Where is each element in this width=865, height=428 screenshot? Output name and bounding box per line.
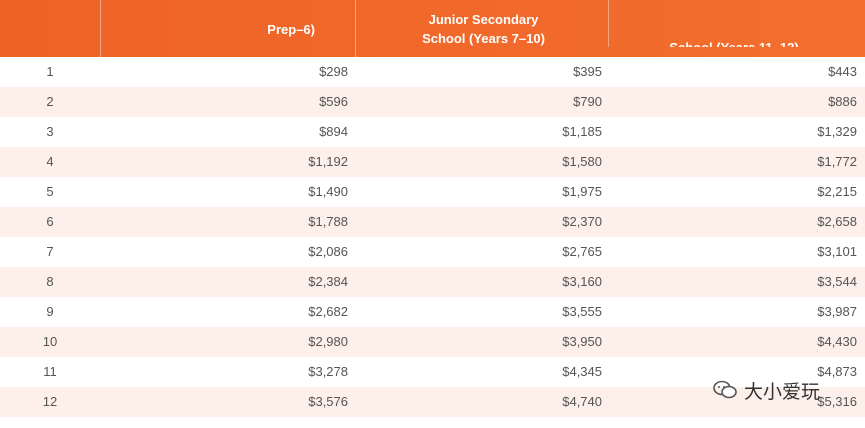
header-cell: School (Years 11–12) xyxy=(608,0,865,47)
watermark: 大小爱玩 xyxy=(712,375,820,405)
fee-cell: $4,740 xyxy=(562,394,602,409)
fee-cell: $1,772 xyxy=(817,154,857,169)
table-row: 9 $2,682 $3,555 $3,987 xyxy=(0,297,865,327)
fee-cell: $1,975 xyxy=(562,184,602,199)
header-cell: Junior Secondary School (Years 7–10) xyxy=(355,0,608,57)
fee-cell: $3,576 xyxy=(308,394,348,409)
fee-cell: $3,278 xyxy=(308,364,348,379)
fee-cell: $894 xyxy=(319,124,348,139)
year-cell: 11 xyxy=(43,364,57,379)
year-cell: 4 xyxy=(46,154,54,169)
fee-cell: $3,950 xyxy=(562,334,602,349)
year-cell: 8 xyxy=(46,274,54,289)
table-row: 4 $1,192 $1,580 $1,772 xyxy=(0,147,865,177)
fee-cell: $2,384 xyxy=(308,274,348,289)
header-text: School (Years 11–12) xyxy=(609,38,859,47)
year-cell: 6 xyxy=(46,214,54,229)
fee-cell: $3,101 xyxy=(817,244,857,259)
fee-cell: $2,980 xyxy=(308,334,348,349)
fee-cell: $4,345 xyxy=(562,364,602,379)
year-cell: 1 xyxy=(46,64,54,79)
fee-cell: $395 xyxy=(573,64,602,79)
fee-cell: $3,987 xyxy=(817,304,857,319)
table-row: 1 $298 $395 $443 xyxy=(0,57,865,87)
fee-cell: $2,086 xyxy=(308,244,348,259)
table-row: 5 $1,490 $1,975 $2,215 xyxy=(0,177,865,207)
year-cell: 5 xyxy=(46,184,54,199)
fee-cell: $443 xyxy=(828,64,857,79)
table-row: 8 $2,384 $3,160 $3,544 xyxy=(0,267,865,297)
fee-cell: $2,682 xyxy=(308,304,348,319)
table-row: 2 $596 $790 $886 xyxy=(0,87,865,117)
fee-cell: $1,185 xyxy=(562,124,602,139)
table-row: 10 $2,980 $3,950 $4,430 xyxy=(0,327,865,357)
fee-cell: $1,490 xyxy=(308,184,348,199)
fee-cell: $1,329 xyxy=(817,124,857,139)
fee-cell: $3,555 xyxy=(562,304,602,319)
year-cell: 10 xyxy=(42,334,58,349)
fee-cell: $3,160 xyxy=(562,274,602,289)
header-text: Junior Secondary School (Years 7–10) xyxy=(422,12,545,46)
year-cell: 3 xyxy=(46,124,54,139)
table-row: 6 $1,788 $2,370 $2,658 xyxy=(0,207,865,237)
table-row: 12 $3,576 $4,740 $5,316 xyxy=(0,387,865,417)
year-cell: 9 xyxy=(46,304,54,319)
fee-cell: $2,370 xyxy=(562,214,602,229)
fee-cell: $4,873 xyxy=(817,364,857,379)
fee-cell: $2,658 xyxy=(817,214,857,229)
fee-cell: $4,430 xyxy=(817,334,857,349)
watermark-icon xyxy=(713,380,737,399)
year-cell: 7 xyxy=(46,244,54,259)
table-body: 1 $298 $395 $443 2 $596 $790 $886 3 $894 $1,185 $1,… xyxy=(0,57,865,417)
year-cell: 2 xyxy=(46,94,54,109)
table-row: 3 $894 $1,185 $1,329 xyxy=(0,117,865,147)
fee-cell: $2,215 xyxy=(817,184,857,199)
fee-cell: $2,765 xyxy=(562,244,602,259)
table-row: 7 $2,086 $2,765 $3,101 xyxy=(0,237,865,267)
fee-cell: $1,788 xyxy=(308,214,348,229)
year-cell: 12 xyxy=(42,394,58,409)
fee-cell: $298 xyxy=(319,64,348,79)
header-text: Prep–6) xyxy=(267,22,315,37)
table-row: 11 $3,278 $4,345 $4,873 xyxy=(0,357,865,387)
fee-cell: $5,316 xyxy=(817,394,857,409)
fee-cell: $1,192 xyxy=(308,154,348,169)
table-header: Prep–6) Junior Secondary School (Years 7… xyxy=(0,0,865,57)
fee-cell: $886 xyxy=(828,94,857,109)
fee-cell: $3,544 xyxy=(817,274,857,289)
fee-cell: $596 xyxy=(319,94,348,109)
fee-cell: $1,580 xyxy=(562,154,602,169)
fee-cell: $790 xyxy=(573,94,602,109)
header-cell: Prep–6) xyxy=(100,0,355,57)
watermark-text: 大小爱玩 xyxy=(744,380,821,403)
